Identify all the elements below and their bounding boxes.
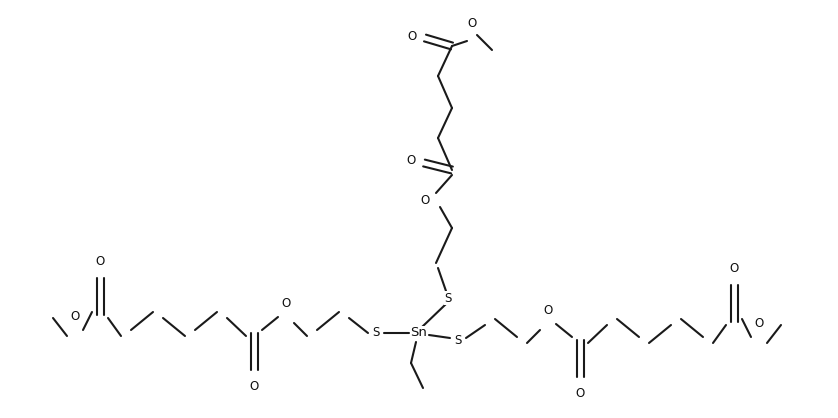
Text: S: S bbox=[444, 291, 452, 304]
Text: O: O bbox=[729, 262, 738, 275]
Text: O: O bbox=[543, 304, 552, 317]
Text: O: O bbox=[406, 155, 416, 168]
Text: O: O bbox=[754, 317, 763, 330]
Text: S: S bbox=[454, 334, 462, 347]
Text: O: O bbox=[408, 30, 417, 43]
Text: O: O bbox=[282, 297, 291, 310]
Text: O: O bbox=[70, 310, 80, 323]
Text: O: O bbox=[96, 255, 105, 268]
Text: O: O bbox=[250, 380, 259, 393]
Text: O: O bbox=[576, 387, 585, 400]
Text: O: O bbox=[468, 17, 477, 30]
Text: S: S bbox=[372, 326, 380, 339]
Text: Sn: Sn bbox=[411, 326, 427, 339]
Text: O: O bbox=[421, 194, 430, 206]
